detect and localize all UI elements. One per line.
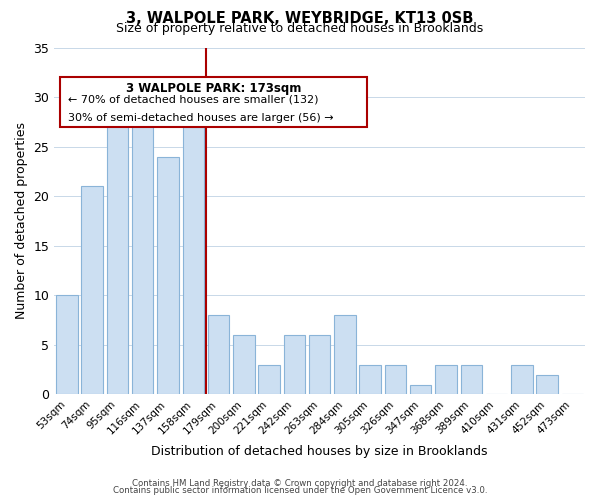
Bar — [334, 315, 356, 394]
Y-axis label: Number of detached properties: Number of detached properties — [15, 122, 28, 320]
Bar — [309, 335, 331, 394]
Bar — [435, 364, 457, 394]
Bar — [56, 296, 77, 394]
Bar — [511, 364, 533, 394]
Bar — [536, 374, 558, 394]
Text: Contains HM Land Registry data © Crown copyright and database right 2024.: Contains HM Land Registry data © Crown c… — [132, 478, 468, 488]
Bar — [157, 156, 179, 394]
Bar — [208, 315, 229, 394]
FancyBboxPatch shape — [59, 77, 367, 128]
Bar — [233, 335, 254, 394]
Bar — [132, 117, 154, 394]
Bar — [182, 127, 204, 394]
Bar — [284, 335, 305, 394]
Text: ← 70% of detached houses are smaller (132): ← 70% of detached houses are smaller (13… — [68, 94, 318, 104]
Bar — [385, 364, 406, 394]
Text: 3, WALPOLE PARK, WEYBRIDGE, KT13 0SB: 3, WALPOLE PARK, WEYBRIDGE, KT13 0SB — [127, 11, 473, 26]
Text: 3 WALPOLE PARK: 173sqm: 3 WALPOLE PARK: 173sqm — [126, 82, 301, 95]
Text: Contains public sector information licensed under the Open Government Licence v3: Contains public sector information licen… — [113, 486, 487, 495]
Bar — [82, 186, 103, 394]
Bar — [359, 364, 381, 394]
Bar — [461, 364, 482, 394]
Bar — [107, 107, 128, 395]
Bar — [259, 364, 280, 394]
Text: 30% of semi-detached houses are larger (56) →: 30% of semi-detached houses are larger (… — [68, 113, 333, 123]
X-axis label: Distribution of detached houses by size in Brooklands: Distribution of detached houses by size … — [151, 444, 488, 458]
Text: Size of property relative to detached houses in Brooklands: Size of property relative to detached ho… — [116, 22, 484, 35]
Bar — [410, 384, 431, 394]
